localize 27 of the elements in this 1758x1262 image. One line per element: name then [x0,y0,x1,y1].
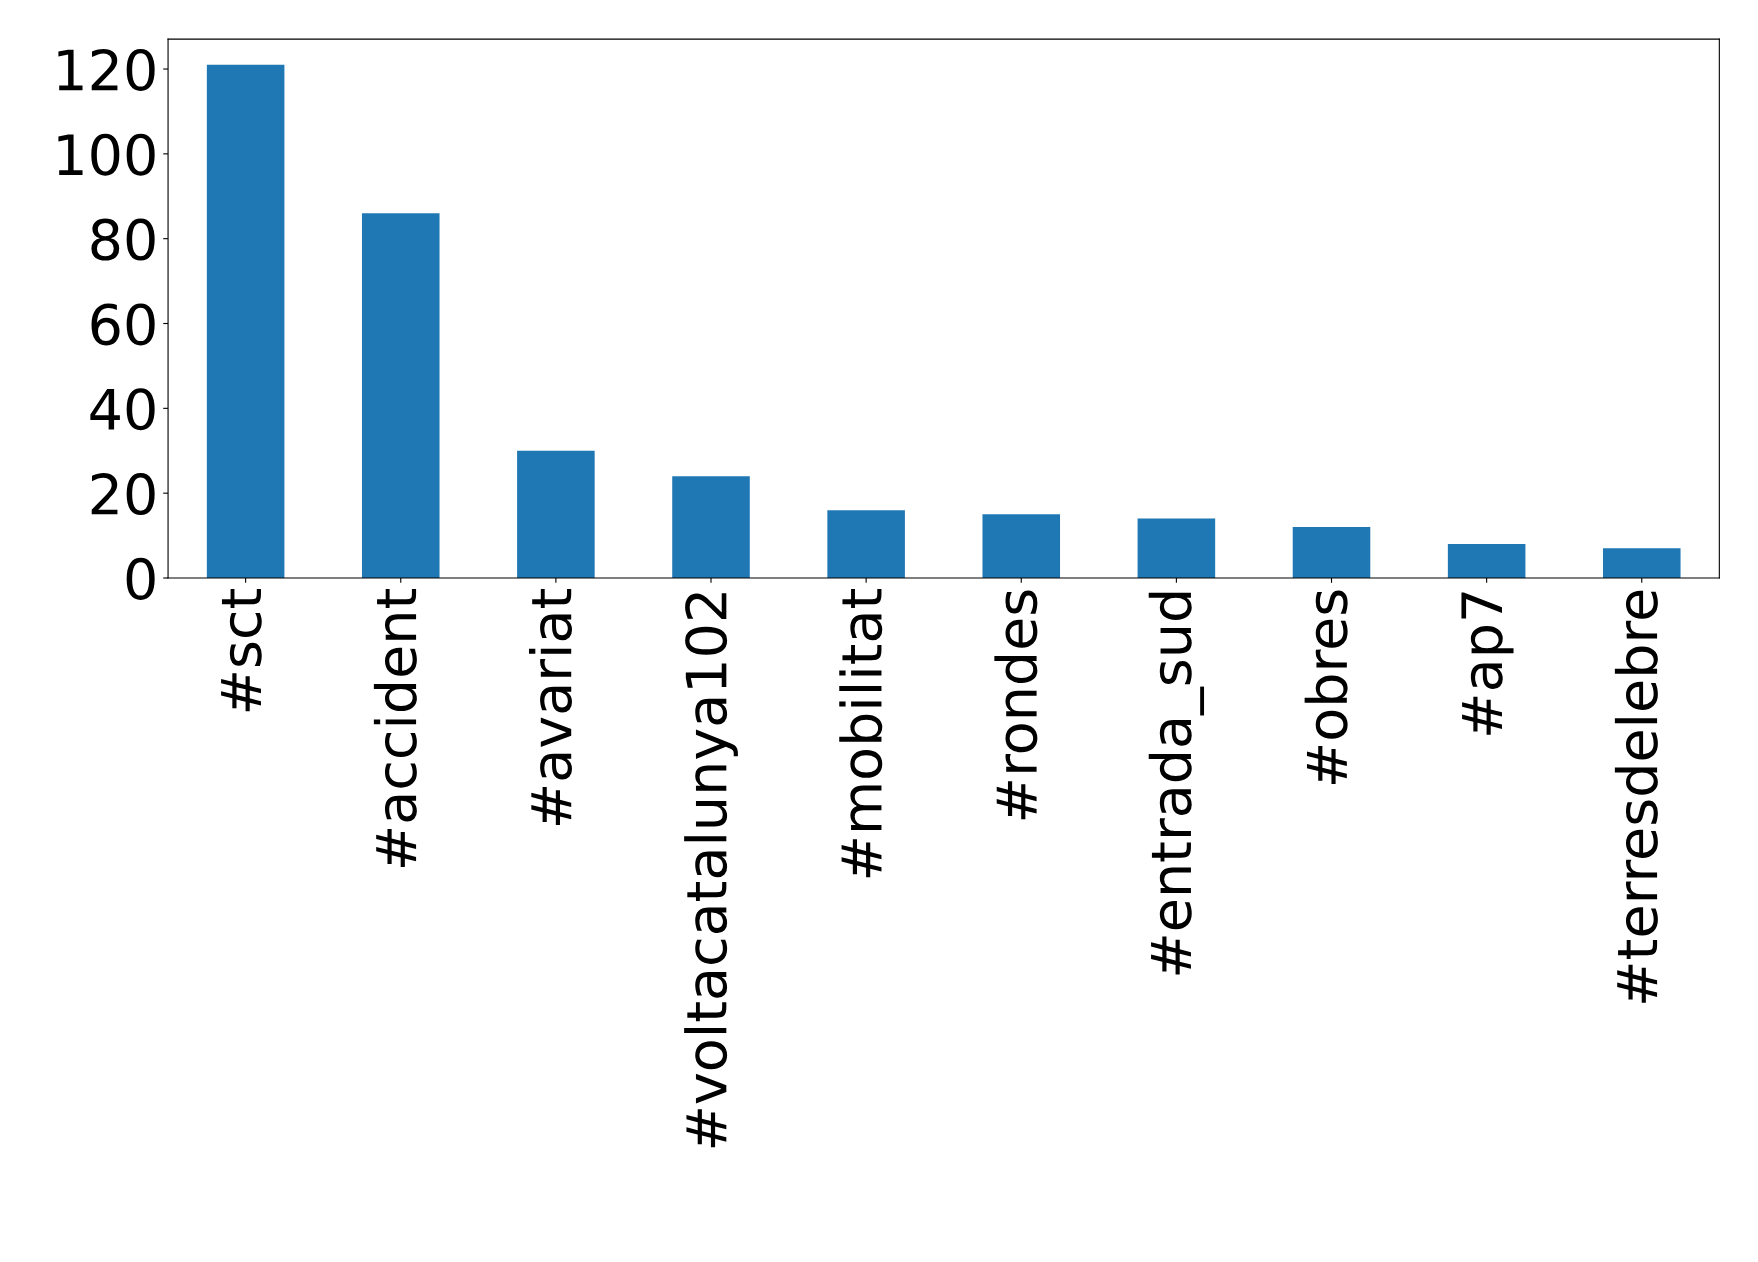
bar [517,450,595,578]
bar [1292,527,1371,578]
y-tick-label: 0 [126,557,155,600]
x-tick-label: #obres [1304,590,1348,784]
bar [361,213,440,578]
x-tick-label: #avariat [529,589,572,826]
bar [672,476,750,578]
bar [982,514,1061,578]
x-tick-label: #mobilitat [839,589,883,878]
x-tick-label: #voltacatalunya102 [684,593,738,1148]
x-tick-label: #entrada_sud [1148,592,1205,975]
y-tick-label: 40 [90,388,155,431]
y-tick-label: 60 [91,303,155,346]
x-tick-label: #sct [221,589,262,712]
x-tick-label: #terresdelebre [1614,590,1658,1003]
bar [1447,544,1526,578]
y-tick-label: 20 [91,473,155,516]
bar [1137,518,1216,578]
x-tick-label: #rondes [994,590,1038,820]
y-tick-label: 80 [91,218,155,261]
bar [206,64,285,578]
y-tick-label: 100 [58,133,155,176]
x-tick-label: #accident [373,589,417,867]
bar [1602,548,1681,578]
y-tick-label: 120 [58,48,155,91]
x-tick-label: #ap7 [1461,592,1514,735]
bar [827,510,905,578]
